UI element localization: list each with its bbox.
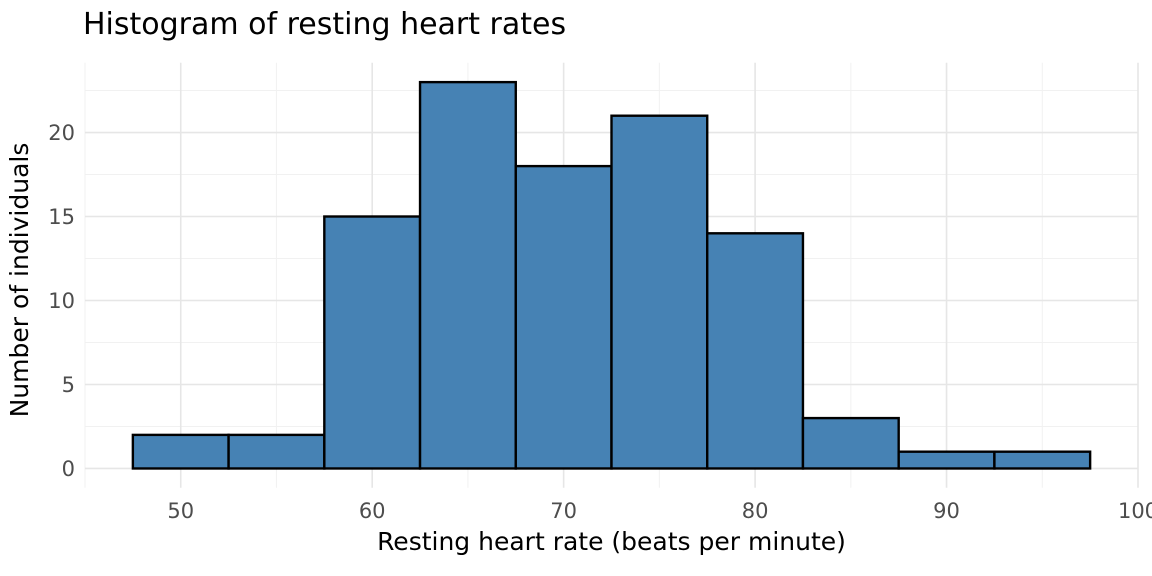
- histogram-bar: [323, 215, 422, 470]
- histogram-bar: [801, 416, 900, 470]
- x-tick-label: 100: [1118, 499, 1152, 523]
- chart-title: Histogram of resting heart rates: [83, 7, 567, 42]
- histogram-bar: [706, 232, 805, 470]
- y-tick-label: 20: [48, 121, 75, 145]
- histogram-bar: [610, 114, 709, 470]
- y-tick-label: 10: [48, 289, 75, 313]
- x-axis-title: Resting heart rate (beats per minute): [377, 527, 846, 556]
- x-tick-label: 70: [550, 499, 577, 523]
- histogram-bar: [897, 450, 996, 470]
- histogram-bar: [514, 164, 613, 470]
- x-tick-label: 90: [933, 499, 960, 523]
- histogram-bar: [418, 80, 517, 470]
- histogram-bar: [131, 433, 230, 470]
- x-tick-label: 60: [359, 499, 386, 523]
- histogram-bar: [227, 433, 326, 470]
- y-tick-label: 0: [62, 457, 75, 481]
- histogram-bar: [993, 450, 1092, 470]
- y-axis-title: Number of individuals: [5, 142, 34, 418]
- x-tick-label: 50: [167, 499, 194, 523]
- y-tick-label: 15: [48, 205, 75, 229]
- y-tick-label: 5: [62, 373, 75, 397]
- x-tick-label: 80: [742, 499, 769, 523]
